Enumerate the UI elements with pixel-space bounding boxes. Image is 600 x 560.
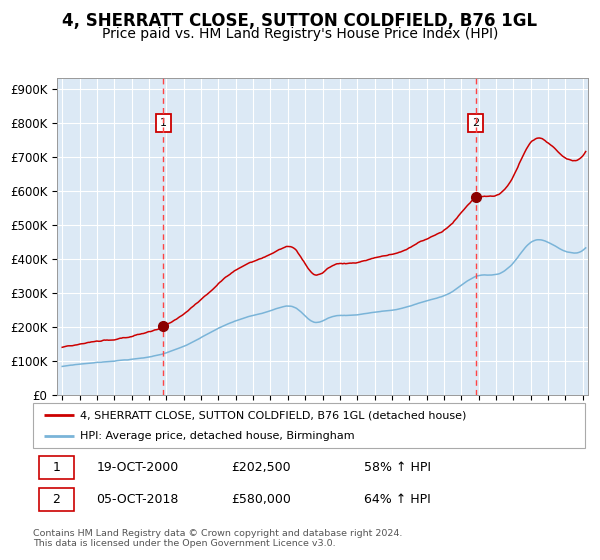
Text: 05-OCT-2018: 05-OCT-2018 <box>97 493 179 506</box>
FancyBboxPatch shape <box>33 403 585 448</box>
Text: 4, SHERRATT CLOSE, SUTTON COLDFIELD, B76 1GL: 4, SHERRATT CLOSE, SUTTON COLDFIELD, B76… <box>62 12 538 30</box>
Text: Price paid vs. HM Land Registry's House Price Index (HPI): Price paid vs. HM Land Registry's House … <box>102 27 498 41</box>
Text: 1: 1 <box>53 461 61 474</box>
Text: HPI: Average price, detached house, Birmingham: HPI: Average price, detached house, Birm… <box>80 431 355 441</box>
Text: 4, SHERRATT CLOSE, SUTTON COLDFIELD, B76 1GL (detached house): 4, SHERRATT CLOSE, SUTTON COLDFIELD, B76… <box>80 410 466 421</box>
FancyBboxPatch shape <box>38 488 74 511</box>
Text: 64% ↑ HPI: 64% ↑ HPI <box>364 493 431 506</box>
Text: 58% ↑ HPI: 58% ↑ HPI <box>364 461 431 474</box>
Text: 2: 2 <box>472 118 479 128</box>
Text: 2: 2 <box>53 493 61 506</box>
Text: 1: 1 <box>160 118 167 128</box>
Text: 19-OCT-2000: 19-OCT-2000 <box>97 461 179 474</box>
Text: £580,000: £580,000 <box>232 493 292 506</box>
Text: £202,500: £202,500 <box>232 461 292 474</box>
FancyBboxPatch shape <box>38 456 74 479</box>
Text: Contains HM Land Registry data © Crown copyright and database right 2024.
This d: Contains HM Land Registry data © Crown c… <box>33 529 403 548</box>
